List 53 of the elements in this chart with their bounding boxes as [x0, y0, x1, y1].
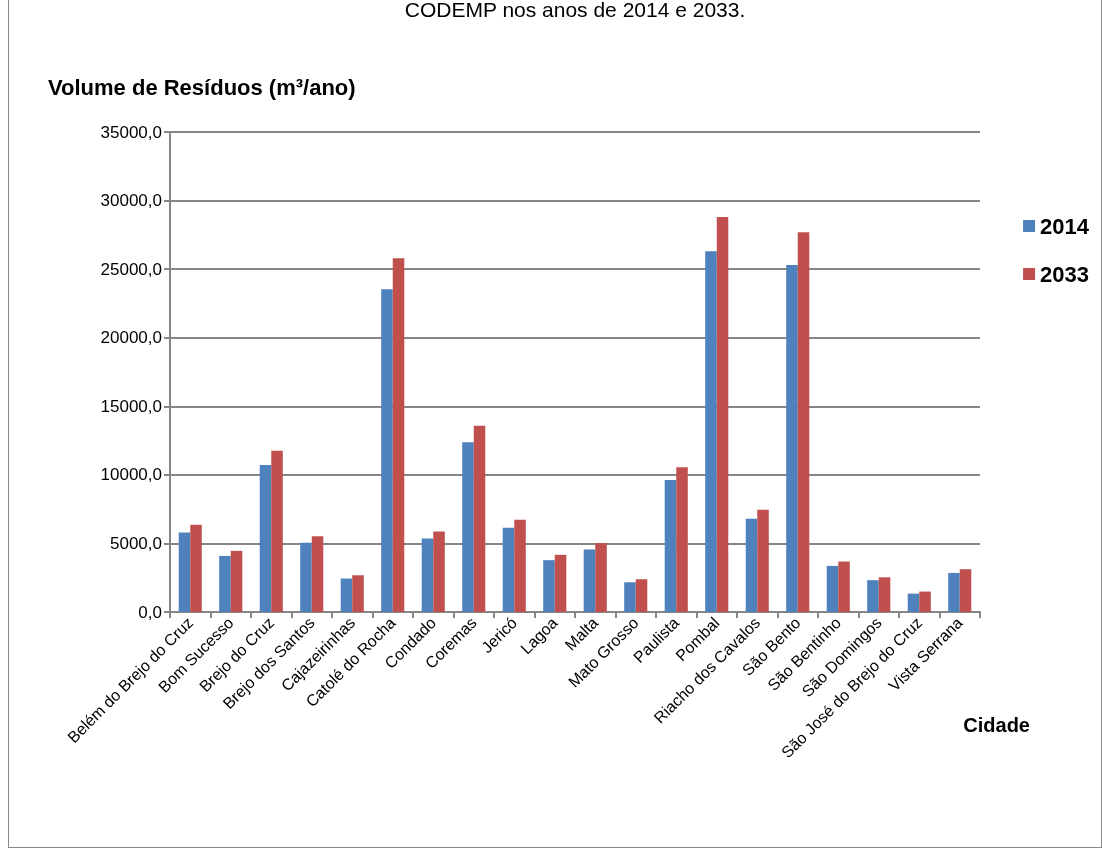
bar [502, 527, 515, 612]
y-tick-label: 10000,0 [100, 465, 162, 485]
bar [624, 582, 636, 612]
bar [462, 442, 474, 612]
bar [757, 509, 769, 612]
y-tick-label: 35000,0 [100, 122, 162, 142]
bar [838, 561, 850, 612]
bar [797, 232, 810, 612]
bar [948, 572, 960, 612]
bar [190, 524, 202, 612]
bar [219, 555, 231, 612]
bar [230, 550, 243, 612]
bar [514, 519, 526, 612]
y-tick-label: 5000,0 [110, 533, 162, 553]
bar [595, 543, 607, 612]
bar [826, 565, 839, 612]
bar [340, 578, 353, 612]
y-tick-label: 30000,0 [100, 191, 162, 211]
bar [867, 580, 879, 612]
bar [583, 549, 596, 612]
bar [716, 216, 729, 612]
chart-title: CODEMP nos anos de 2014 e 2033. [404, 0, 746, 21]
bar [554, 554, 567, 612]
bar [300, 542, 312, 612]
x-axis-title: Cidade [963, 714, 1030, 736]
bar [352, 575, 364, 612]
bar [259, 464, 272, 612]
bar [543, 560, 555, 612]
bar [959, 569, 972, 612]
bar [919, 591, 931, 612]
bar [907, 593, 920, 612]
bar [745, 518, 758, 612]
bar [271, 450, 283, 612]
bar [311, 536, 324, 612]
bar [421, 538, 434, 612]
bar [392, 258, 405, 612]
y-tick-label: 20000,0 [100, 328, 162, 348]
bar [878, 577, 891, 612]
legend-label: 2014 [1040, 213, 1090, 239]
bar [473, 425, 486, 612]
bar [664, 479, 677, 612]
bar [676, 467, 688, 612]
bar [635, 579, 648, 612]
legend-label: 2033 [1040, 261, 1090, 287]
bar [381, 289, 393, 612]
bar [705, 251, 717, 612]
y-axis-title: Volume de Resíduos (m³/ano) [48, 74, 356, 100]
y-tick-label: 0,0 [138, 602, 162, 622]
bar [433, 531, 445, 612]
bar [178, 532, 191, 612]
y-tick-label: 15000,0 [100, 396, 162, 416]
bar [786, 265, 798, 612]
y-tick-label: 25000,0 [100, 259, 162, 279]
